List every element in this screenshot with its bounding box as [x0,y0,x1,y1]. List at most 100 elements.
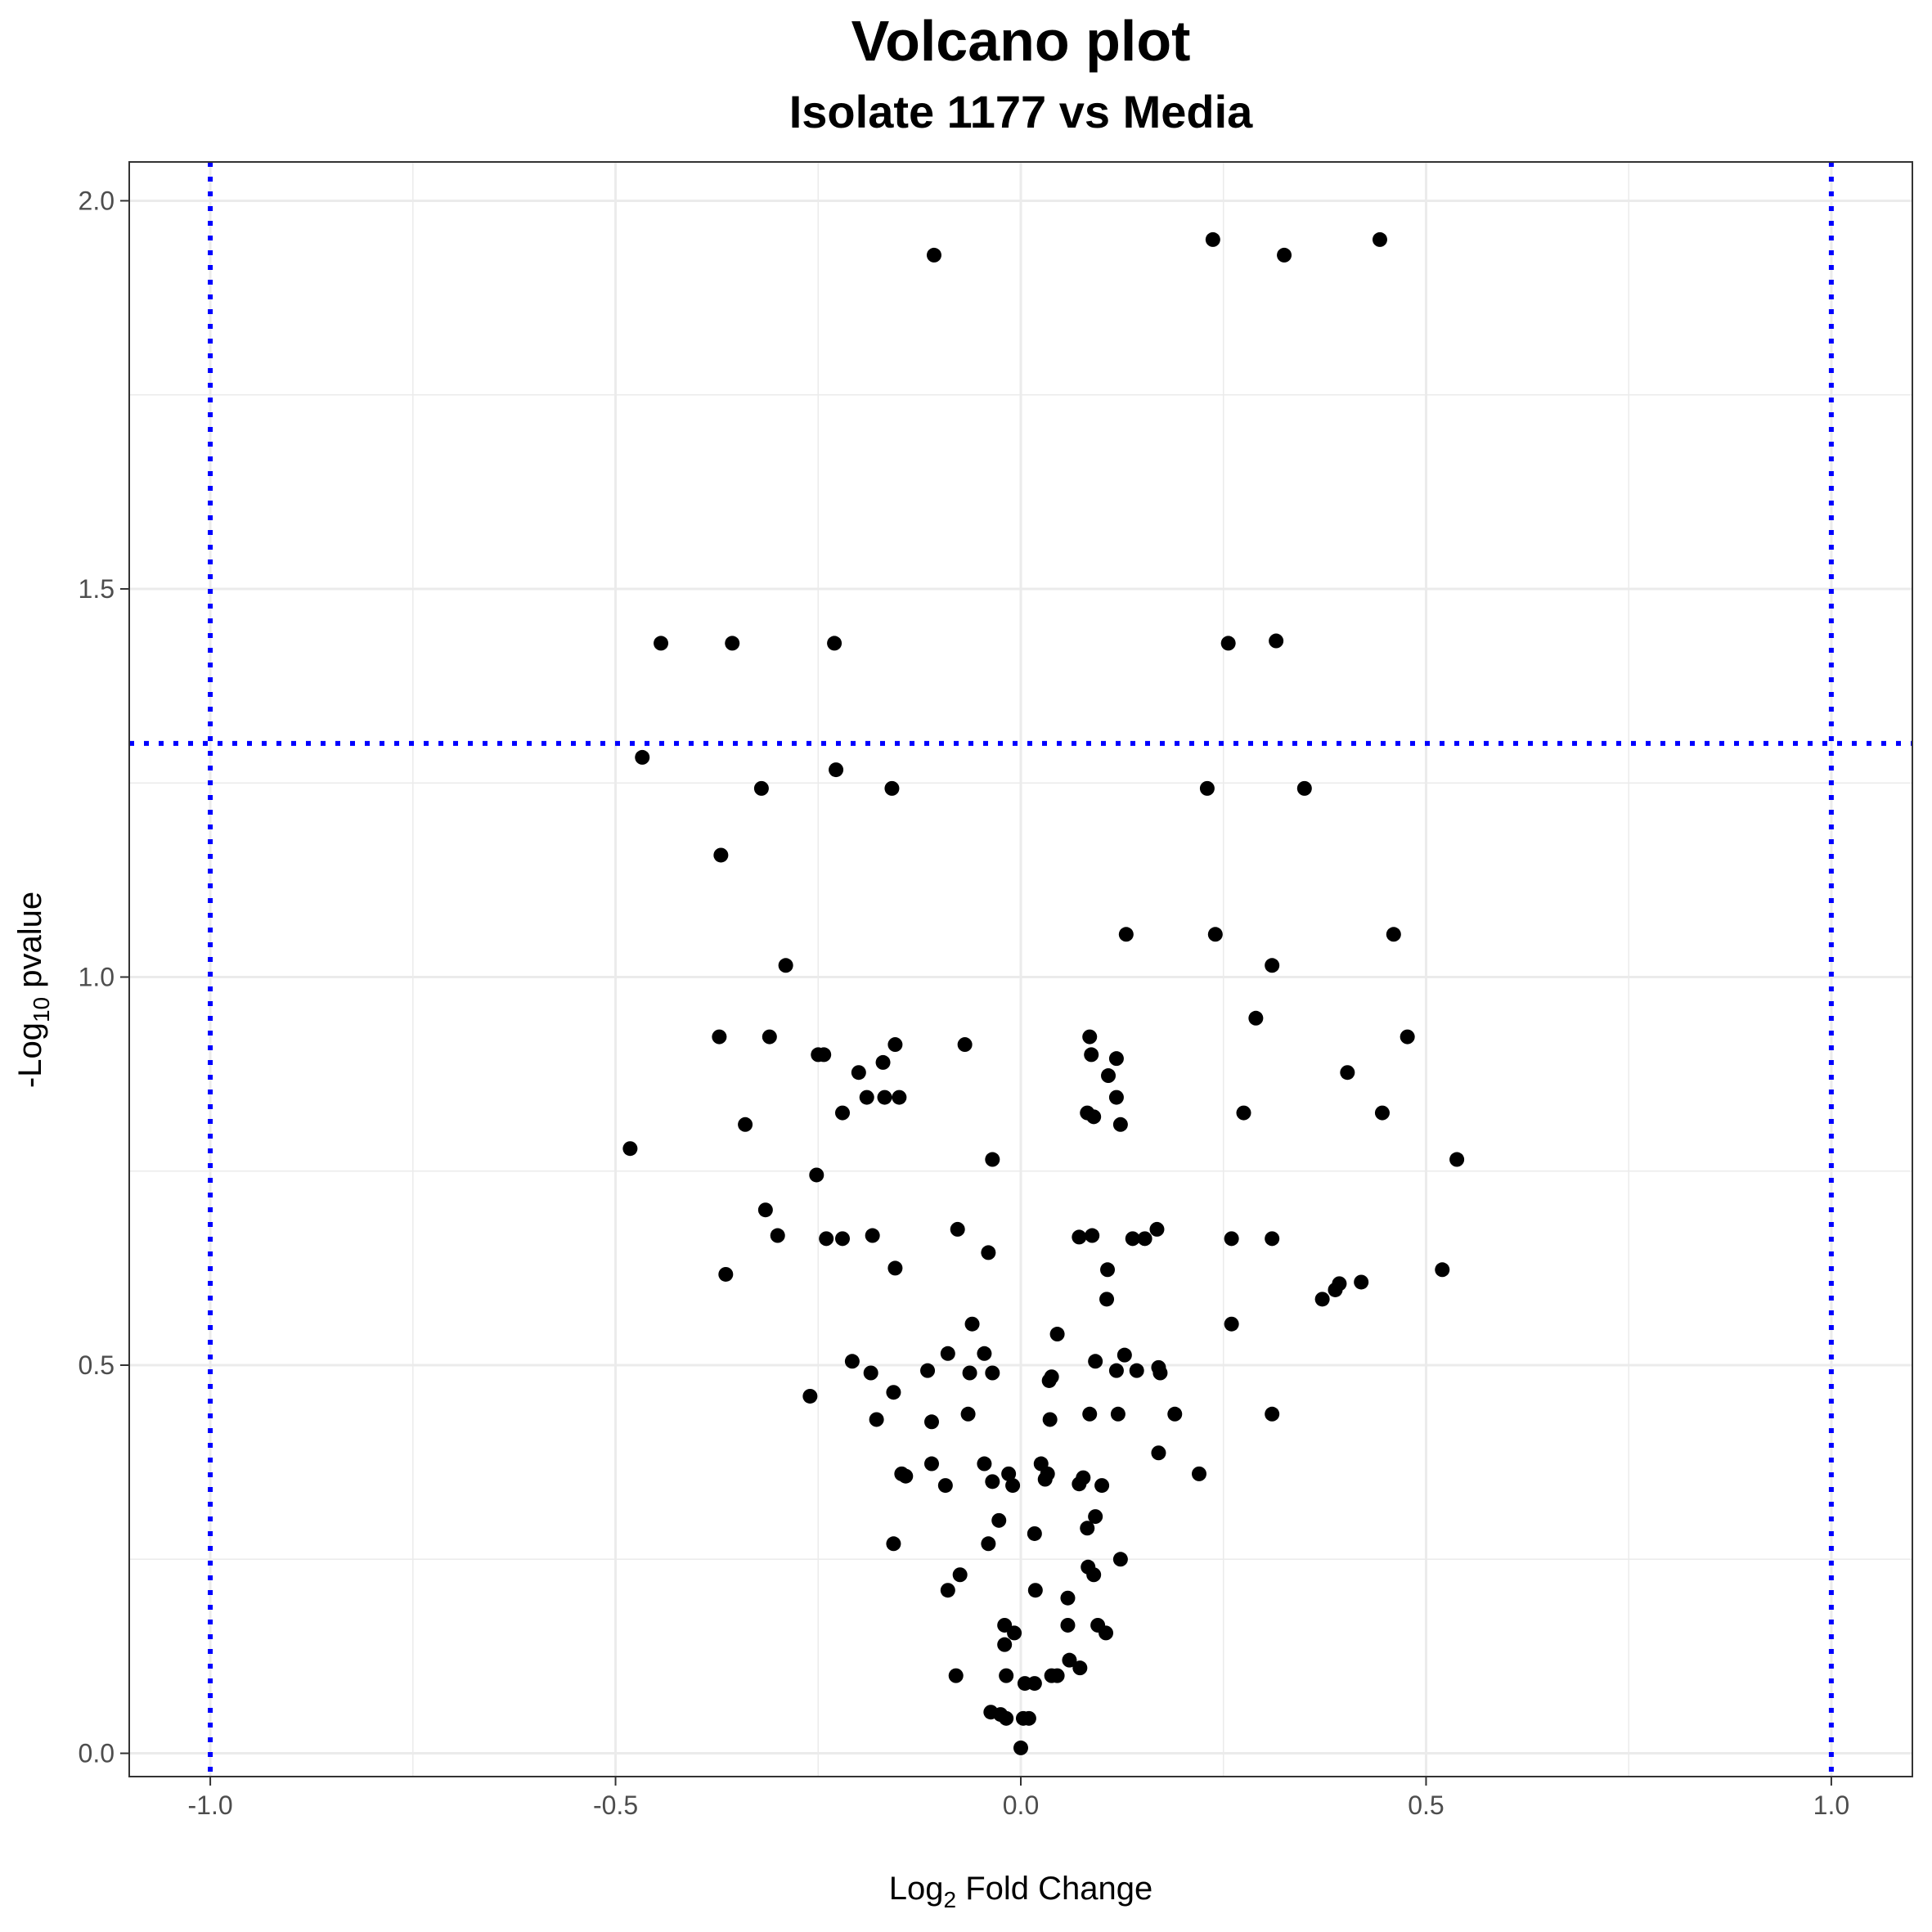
data-point [1137,1231,1152,1247]
x-axis-title: Log2 Fold Change [889,1871,1152,1912]
data-point [1199,780,1215,796]
data-point [1088,1354,1103,1369]
data-point [1314,1292,1330,1307]
data-point [1269,633,1284,649]
y-axis-title-suffix: pvalue [12,892,48,997]
data-point [1112,1552,1128,1567]
data-point [1248,1010,1264,1026]
y-axis-title-prefix: -Log [12,1022,48,1088]
data-point [1041,1373,1057,1388]
data-point [1080,1521,1095,1536]
data-point [1086,1109,1102,1125]
data-point [981,1245,996,1260]
data-point [1037,1471,1053,1487]
data-point [859,1090,874,1105]
data-point [924,1456,939,1471]
data-point [770,1228,785,1243]
data-point [762,1029,777,1045]
data-point [1449,1152,1465,1167]
data-point [1340,1065,1355,1081]
data-point [1435,1262,1450,1278]
data-point [654,636,669,651]
data-point [964,1316,980,1332]
data-point [863,1365,878,1381]
data-point [1082,1406,1098,1422]
data-point [985,1365,1000,1381]
data-point [957,1037,973,1053]
y-tick-label: 0.0 [79,1739,115,1768]
x-axis-title-prefix: Log [889,1871,944,1907]
data-point [999,1710,1014,1726]
data-point [725,636,740,651]
data-point [1372,231,1387,247]
data-point [1108,1090,1124,1105]
data-point [1224,1231,1239,1247]
data-point [635,749,650,765]
data-point [851,1065,866,1081]
data-point [952,1567,968,1583]
data-point [827,636,842,651]
data-point [1207,927,1223,942]
data-point [738,1117,753,1132]
data-point [1072,1229,1087,1245]
data-point [1021,1710,1036,1726]
data-point [1192,1466,1206,1481]
data-point [1060,1617,1076,1633]
y-tick-label: 1.5 [79,574,115,604]
data-point [1049,1327,1065,1342]
data-point [865,1228,880,1243]
data-point [1042,1412,1058,1427]
data-point [886,1385,901,1400]
data-point [960,1406,976,1422]
y-tick-label: 0.5 [79,1350,115,1380]
x-tick-label: 0.0 [1003,1790,1039,1820]
x-tick-label: -1.0 [188,1790,233,1820]
data-point [1277,247,1292,263]
axis-ticks: -1.0 -0.5 0.0 0.5 1.0 0.0 0.5 1.0 1.5 2.0 [79,186,1850,1820]
data-point [877,1090,892,1105]
data-point [802,1388,818,1404]
y-axis-title: -Log10 pvalue [12,892,54,1088]
data-point [1328,1282,1343,1297]
data-point [1125,1231,1140,1247]
data-point [757,1202,773,1218]
data-point [1117,1347,1132,1363]
data-point [1236,1105,1251,1121]
data-point [1101,1068,1117,1084]
data-point [1094,1478,1110,1494]
data-point [999,1668,1014,1683]
data-point [1082,1029,1098,1045]
data-point [1118,927,1134,942]
chart-subtitle: Isolate 1177 vs Media [789,86,1253,137]
x-tick-label: 0.5 [1408,1790,1444,1820]
data-point [887,1260,903,1276]
data-point [887,1037,903,1053]
data-point [809,1167,824,1183]
data-point [1129,1363,1144,1378]
data-point [991,1512,1007,1528]
data-point [886,1536,901,1552]
data-point [1152,1365,1168,1381]
data-point [869,1412,884,1427]
data-point [1027,1583,1043,1598]
y-tick-label: 1.0 [79,962,115,991]
x-tick-label: 1.0 [1813,1790,1849,1820]
data-point [948,1668,964,1683]
x-axis-title-subscript: 2 [944,1887,957,1912]
data-point [1072,1476,1087,1492]
data-point [1072,1660,1088,1676]
data-point [1049,1668,1065,1683]
data-point [1167,1406,1183,1422]
data-point [1149,1221,1165,1237]
data-point [819,1231,834,1247]
data-point [920,1363,936,1378]
data-point [844,1354,860,1369]
data-point [1108,1051,1124,1067]
data-point [1265,1406,1280,1422]
data-point [985,1474,1000,1489]
data-point [1386,927,1401,942]
data-point [924,1414,939,1430]
data-point [1027,1525,1042,1541]
data-point [1086,1567,1102,1583]
chart-title: Volcano plot [851,9,1191,73]
